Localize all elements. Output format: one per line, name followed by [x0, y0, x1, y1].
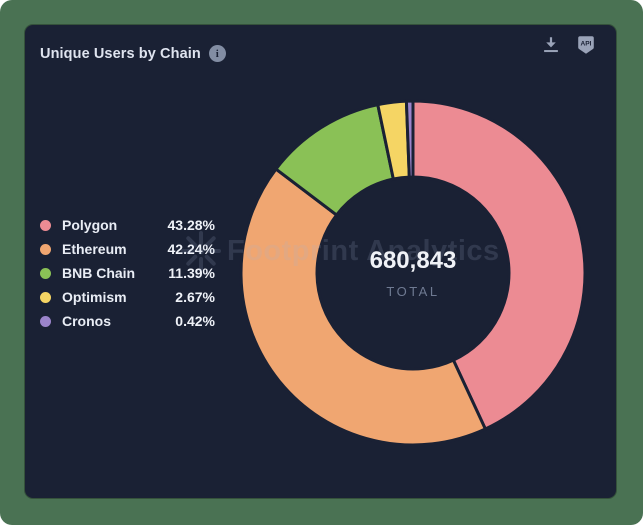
donut-chart [235, 95, 591, 451]
legend-item-ethereum[interactable]: Ethereum 42.24% [40, 237, 215, 261]
legend-percent: 43.28% [167, 217, 215, 233]
donut-segment-polygon[interactable] [411, 99, 587, 432]
legend-label: Ethereum [62, 241, 127, 257]
legend-swatch [40, 267, 51, 279]
legend-swatch [40, 291, 51, 303]
card-toolbar: API [540, 34, 597, 56]
donut-segment-cronos[interactable] [404, 99, 415, 179]
legend-item-bnb-chain[interactable]: BNB Chain 11.39% [40, 261, 215, 285]
card-header: Unique Users by Chain i [40, 45, 226, 62]
unique-users-by-chain-card: Unique Users by Chain i API Polygon 43.28… [25, 25, 616, 498]
svg-text:API: API [581, 40, 592, 47]
legend-percent: 2.67% [175, 289, 215, 305]
legend-item-cronos[interactable]: Cronos 0.42% [40, 309, 215, 333]
download-button[interactable] [540, 34, 562, 56]
legend-swatch [40, 243, 51, 255]
api-icon: API [578, 36, 594, 54]
legend-item-optimism[interactable]: Optimism 2.67% [40, 285, 215, 309]
donut-svg[interactable] [235, 95, 591, 451]
legend-label: BNB Chain [62, 265, 136, 281]
legend-percent: 0.42% [175, 313, 215, 329]
legend-label: Optimism [62, 289, 127, 305]
info-icon[interactable]: i [208, 45, 226, 62]
legend-percent: 11.39% [168, 265, 215, 281]
chart-legend: Polygon 43.28% Ethereum 42.24% BNB Chain 11.3… [40, 213, 215, 333]
download-icon [544, 37, 558, 53]
legend-item-polygon[interactable]: Polygon 43.28% [40, 213, 215, 237]
api-button[interactable]: API [575, 34, 597, 56]
card-title: Unique Users by Chain [40, 45, 201, 62]
legend-swatch [40, 315, 51, 327]
legend-percent: 42.24% [167, 241, 215, 257]
legend-label: Polygon [62, 217, 118, 233]
legend-label: Cronos [62, 313, 111, 329]
legend-swatch [40, 219, 51, 231]
donut-segment-ethereum[interactable] [239, 166, 488, 447]
